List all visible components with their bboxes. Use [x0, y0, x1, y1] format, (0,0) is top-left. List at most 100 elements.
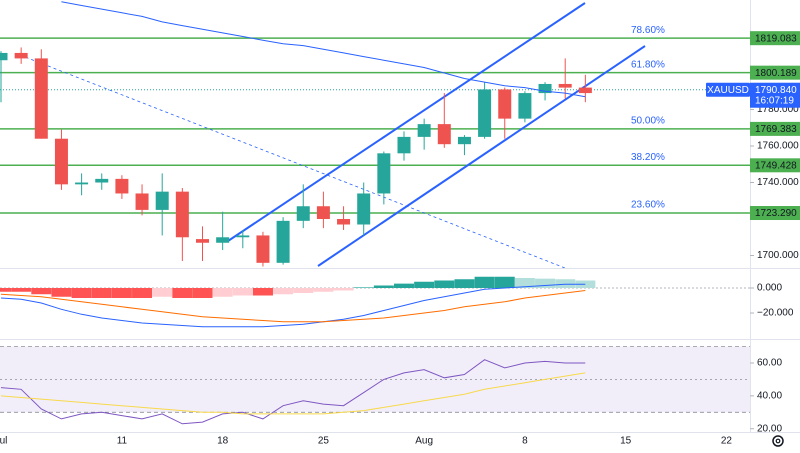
marks	[0, 1, 596, 425]
y-tick-label: −20.000	[757, 308, 794, 319]
y-tick-label: 40.00	[757, 390, 782, 401]
symbol-label: XAUUSD	[707, 85, 749, 96]
labels: 1780.000 1760.000 1740.000 1700.000 78.60% 18…	[0, 25, 800, 447]
countdown-label: 16:07:19	[755, 95, 794, 106]
fib-label: 23.60%	[631, 200, 665, 211]
histogram-bar	[293, 288, 314, 293]
candle-body	[316, 206, 330, 220]
histogram-bar	[31, 288, 52, 295]
level-label-box	[750, 158, 800, 173]
histogram-bar	[373, 285, 394, 288]
histogram-bar	[474, 276, 495, 288]
histogram-bar	[252, 288, 273, 296]
histogram-bar	[514, 278, 535, 288]
indicator-line	[0, 283, 586, 328]
x-tick-label: 11	[117, 436, 128, 447]
settings-icon[interactable]	[772, 435, 784, 447]
candle-body	[135, 193, 149, 210]
histogram-bar	[91, 288, 112, 298]
histogram-bar	[535, 278, 556, 288]
candle-body	[296, 206, 310, 221]
settings-gear[interactable]	[772, 435, 784, 447]
y-tick-label: 0.000	[757, 283, 782, 294]
histogram-bar	[172, 288, 193, 298]
fib-label: 78.60%	[631, 25, 665, 36]
candle-body	[457, 136, 471, 145]
level-label: 1723.290	[755, 208, 797, 219]
fib-label: 61.80%	[631, 59, 665, 70]
histogram-bar	[212, 288, 233, 297]
candle-body	[538, 83, 552, 94]
indicator-line	[0, 359, 586, 425]
candle-body	[95, 178, 109, 183]
histogram-bar	[51, 288, 72, 297]
candle-body	[216, 237, 230, 243]
y-tick-label: 1700.000	[757, 250, 799, 261]
candle-body	[256, 235, 270, 263]
histogram-bar	[394, 283, 414, 288]
level-label: 1819.083	[755, 33, 797, 44]
candle-body	[155, 191, 169, 210]
histogram-bar	[273, 288, 294, 295]
level-label-box	[750, 206, 800, 221]
last-price-label: 1790.840	[755, 85, 797, 96]
candle-body	[54, 138, 68, 185]
histogram-bar	[0, 288, 11, 292]
candle-body	[437, 124, 451, 145]
candle-body	[0, 52, 8, 61]
candle-body	[175, 191, 189, 238]
indicator-line	[0, 372, 586, 415]
candle-body	[558, 83, 572, 88]
candle-body	[14, 52, 28, 59]
channel-lower	[317, 45, 646, 267]
last-price-box	[750, 82, 800, 108]
histogram-bar	[575, 280, 596, 288]
level-label: 1769.383	[755, 124, 797, 135]
x-tick-label: Aug	[415, 436, 433, 447]
x-tick-label: 22	[721, 436, 733, 447]
x-tick-label: 25	[318, 436, 330, 447]
level-label-box	[750, 65, 800, 80]
histogram-bar	[414, 281, 435, 288]
histogram-bar	[111, 288, 132, 298]
histogram-bar	[333, 288, 354, 291]
candle-body	[276, 220, 290, 263]
histogram-bar	[192, 288, 213, 298]
level-label: 1749.428	[755, 160, 797, 171]
candle-body	[115, 178, 129, 194]
fib-label: 38.20%	[631, 152, 665, 163]
levels	[0, 37, 750, 413]
y-tick-label: 60.00	[757, 358, 782, 369]
x-tick-label: 15	[620, 436, 632, 447]
histogram-bar	[152, 288, 173, 297]
candle-body	[397, 136, 411, 154]
candle-body	[518, 93, 532, 119]
settings-gear-hub[interactable]	[775, 438, 781, 444]
histogram-bar	[454, 279, 475, 288]
y-tick-label: 1780.000	[757, 104, 799, 115]
histogram-bar	[434, 280, 455, 288]
x-tick-label: 8	[522, 436, 528, 447]
level-label-box	[750, 31, 800, 46]
candle-body	[337, 219, 351, 225]
level-label: 1800.189	[755, 68, 797, 79]
histogram-bar	[132, 288, 153, 298]
channel-upper	[227, 2, 586, 242]
moving-average	[61, 1, 586, 98]
fib-label: 50.00%	[631, 116, 665, 127]
candle-body	[498, 89, 512, 119]
trend-line	[19, 54, 566, 269]
symbol-box	[706, 82, 750, 97]
candle-body	[236, 235, 250, 238]
candle-body	[578, 87, 592, 94]
x-tick-label: 18	[217, 436, 229, 447]
histogram-bar	[71, 288, 92, 298]
candle-body	[357, 193, 371, 225]
y-tick-label: 20.00	[757, 423, 782, 434]
histogram-bar	[555, 279, 576, 288]
candle-body	[417, 124, 431, 137]
histogram-bar	[11, 288, 32, 292]
